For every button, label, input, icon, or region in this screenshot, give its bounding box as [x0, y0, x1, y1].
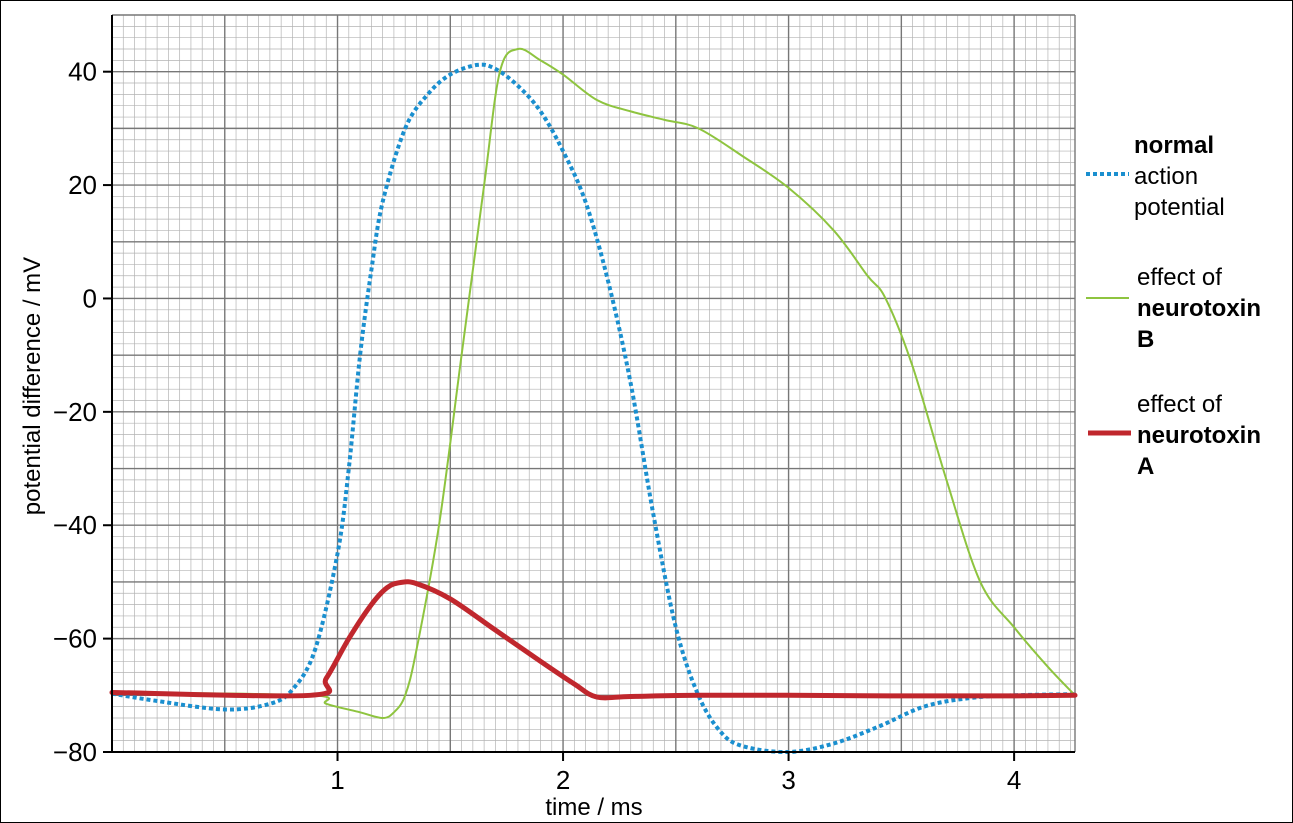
- x-tick-label: 4: [1007, 765, 1021, 795]
- x-axis-title: time / ms: [545, 794, 642, 821]
- legend-label-normal: action: [1134, 163, 1198, 190]
- y-tick-label: −40: [53, 510, 97, 540]
- x-tick-label: 3: [781, 765, 795, 795]
- legend-label-neurotoxin-b: effect of: [1137, 264, 1222, 291]
- series-line-neurotoxin-a: [109, 579, 1078, 701]
- legend-label-normal: potential: [1134, 194, 1225, 221]
- legend-label-neurotoxin-a: neurotoxin: [1137, 422, 1261, 449]
- legend-label-neurotoxin-a: A: [1137, 453, 1154, 480]
- series-line-neurotoxin-b: [111, 47, 1076, 719]
- legend-label-neurotoxin-b: neurotoxin: [1137, 295, 1261, 322]
- axes: [103, 15, 1075, 761]
- legend-label-neurotoxin-b: B: [1137, 326, 1154, 353]
- x-tick-label: 2: [556, 765, 570, 795]
- y-axis-title: potential difference / mV: [19, 257, 46, 515]
- y-tick-label: −80: [53, 737, 97, 767]
- legend-label-neurotoxin-a: effect of: [1137, 391, 1222, 418]
- tick-labels: 1 2 3 4 −80 −60 −40 −20 0 20 40: [53, 57, 1021, 795]
- x-tick-label: 1: [330, 765, 344, 795]
- y-tick-label: −60: [53, 624, 97, 654]
- y-tick-label: 40: [68, 57, 97, 87]
- y-tick-label: −20: [53, 397, 97, 427]
- y-tick-label: 20: [68, 170, 97, 200]
- y-tick-label: 0: [83, 283, 97, 313]
- legend-label-normal: normal: [1134, 132, 1214, 159]
- legend: normal action potential effect of neurotoxin…: [1086, 132, 1261, 480]
- minor-gridlines: [112, 14, 1075, 752]
